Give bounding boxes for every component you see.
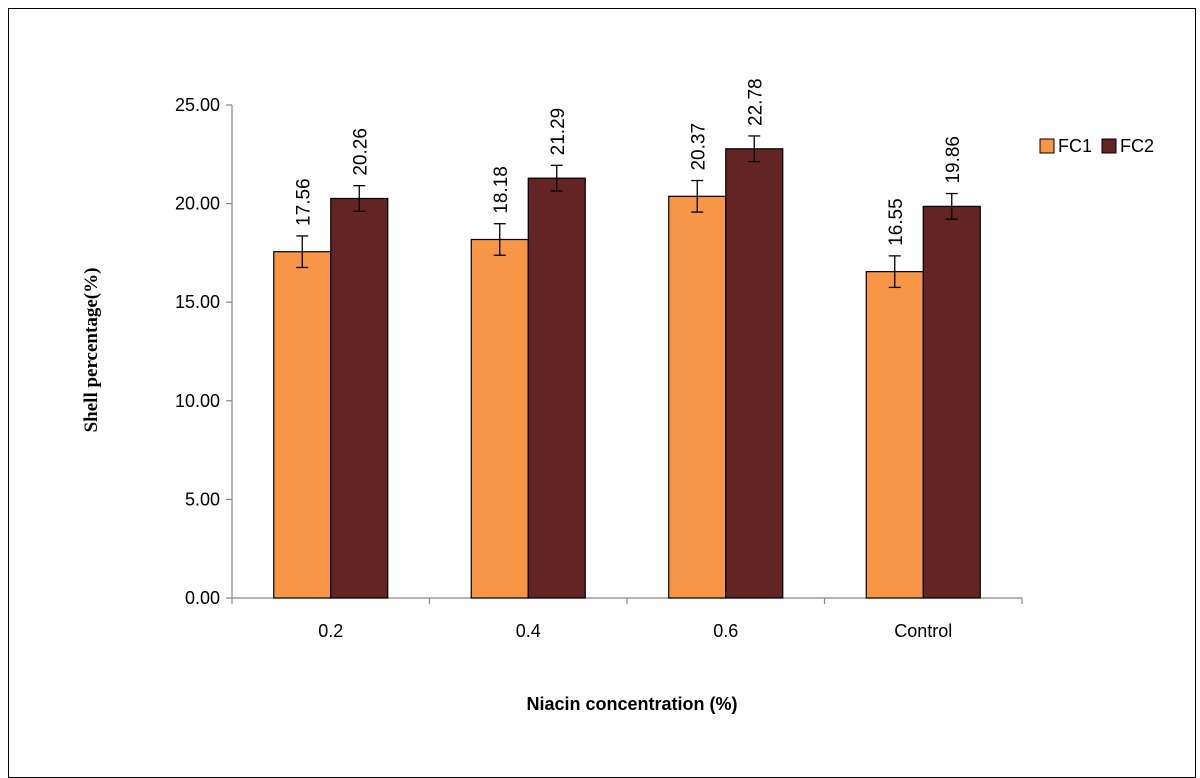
x-tick-label: 0.4 (516, 621, 541, 641)
data-label: 21.29 (548, 108, 569, 156)
bar-fc1 (470, 238, 529, 599)
bar-fc2 (922, 205, 981, 599)
bar-fc2 (330, 197, 389, 599)
data-label: 19.86 (943, 136, 964, 184)
x-axis: 0.2 0.4 0.6 Control (231, 597, 1023, 641)
legend-item-fc1: FC1 (1039, 136, 1092, 156)
bar-fc2 (527, 177, 586, 599)
legend-label: FC1 (1058, 136, 1092, 156)
y-tick-label: 20.00 (175, 194, 220, 214)
bar-fc2 (725, 148, 784, 599)
y-axis: 0.00 5.00 10.00 15.00 20.00 25.00 (175, 95, 233, 608)
legend-item-fc2: FC2 (1101, 136, 1154, 156)
data-label: 18.18 (491, 166, 512, 214)
bar-fc1 (668, 195, 727, 599)
chart-frame (8, 8, 1196, 778)
bar-fc1 (273, 251, 332, 599)
data-label: 20.37 (688, 123, 709, 171)
data-label: 17.56 (293, 178, 314, 226)
y-tick-label: 5.00 (185, 489, 220, 509)
bar-fc1 (865, 271, 924, 599)
data-label: 22.78 (745, 78, 766, 126)
x-tick-label: Control (894, 621, 952, 641)
x-tick-label: 0.6 (713, 621, 738, 641)
x-tick-label: 0.2 (318, 621, 343, 641)
legend-swatch (1101, 138, 1117, 154)
y-tick-label: 0.00 (185, 588, 220, 608)
legend-swatch (1039, 138, 1055, 154)
y-tick-label: 10.00 (175, 391, 220, 411)
y-tick-label: 25.00 (175, 95, 220, 115)
bars: 17.56 18.18 20.37 16.55 20.26 21.29 22.78 19.86 (273, 78, 981, 599)
legend: FC1 FC2 (1039, 136, 1154, 156)
data-label: 20.26 (350, 128, 371, 176)
y-axis-label: Shell percentage(%) (81, 268, 102, 433)
data-label: 16.55 (886, 198, 907, 246)
x-axis-label: Niacin concentration (%) (526, 694, 737, 714)
legend-label: FC2 (1120, 136, 1154, 156)
y-tick-label: 15.00 (175, 292, 220, 312)
